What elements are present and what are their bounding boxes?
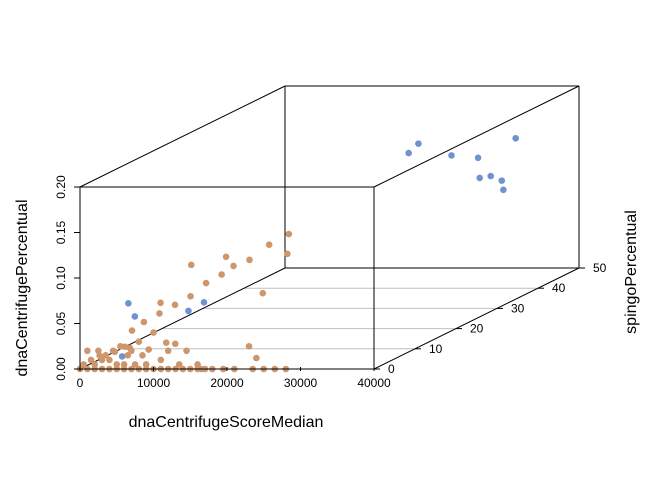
data-point-tan <box>128 327 136 334</box>
x-tick-label: 0 <box>77 376 84 390</box>
data-point-tan <box>102 352 110 359</box>
data-point-tan <box>113 361 121 368</box>
data-point-tan <box>246 256 253 264</box>
data-point-tan <box>139 352 146 359</box>
data-point-blue <box>512 134 519 142</box>
data-point-tan <box>145 346 152 353</box>
data-point-blue <box>131 313 139 320</box>
box-back-edges <box>79 85 580 370</box>
tick-marks <box>74 186 585 371</box>
z-tick-label: 0.20 <box>54 175 68 199</box>
data-point-tan <box>218 271 225 278</box>
data-point-tan <box>253 354 260 362</box>
box-edge <box>373 267 580 370</box>
y-tick-label: 20 <box>470 322 484 336</box>
data-point-blue <box>476 174 484 182</box>
data-point-tan <box>187 292 194 300</box>
data-point-tan <box>222 253 230 261</box>
data-point-tan <box>120 361 128 368</box>
z-tick-label: 0.15 <box>54 220 68 244</box>
data-point-blue <box>500 186 507 194</box>
data-point-tan <box>284 250 291 258</box>
box-edge <box>79 267 286 370</box>
data-point-blue <box>487 172 495 180</box>
y-axis-title: spingoPercentual <box>623 210 640 334</box>
y-tick-label: 40 <box>552 281 566 295</box>
data-point-tan <box>164 347 172 355</box>
data-point-tan <box>156 310 163 317</box>
data-point-tan <box>175 361 183 368</box>
y-tick-label: 0 <box>388 362 395 376</box>
data-point-tan <box>183 347 190 355</box>
z-tick-label: 0.10 <box>54 266 68 290</box>
data-point-tan <box>157 299 164 307</box>
x-axis-title: dnaCentrifugeScoreMedian <box>129 414 324 431</box>
data-point-tan <box>194 361 201 368</box>
data-point-blue <box>200 299 208 306</box>
data-point-tan <box>131 361 139 368</box>
data-point-blue <box>498 177 506 184</box>
y-tick-label: 50 <box>593 261 607 275</box>
data-point-tan <box>285 230 293 238</box>
box-edge <box>79 85 286 188</box>
x-tick-label: 20000 <box>210 376 244 390</box>
data-point-tan <box>142 361 150 368</box>
data-point-tan <box>91 361 98 368</box>
z-axis-title: dnaCentrifugePercentual <box>14 199 31 376</box>
z-tick-label: 0.00 <box>54 357 68 381</box>
box-edge <box>373 85 580 188</box>
z-tick-label: 0.05 <box>54 311 68 335</box>
x-tick-label: 30000 <box>284 376 318 390</box>
y-tick-label: 30 <box>511 301 525 315</box>
data-point-tan <box>259 289 267 297</box>
data-point-tan <box>106 356 113 364</box>
data-point-blue <box>185 307 192 315</box>
data-point-tan <box>111 348 119 356</box>
data-point-tan <box>245 342 253 350</box>
data-point-blue <box>415 140 422 147</box>
data-point-tan <box>171 340 179 348</box>
data-point-blue <box>405 149 412 157</box>
data-point-tan <box>187 261 195 269</box>
data-point-tan <box>171 301 179 309</box>
box-front-edges <box>79 85 580 370</box>
grid-lines <box>121 287 538 350</box>
data-point-tan <box>140 318 148 326</box>
data-point-tan <box>84 347 91 355</box>
data-point-tan <box>202 279 210 287</box>
data-points <box>76 134 519 373</box>
y-tick-label: 10 <box>429 342 443 356</box>
data-point-blue <box>125 300 132 307</box>
data-point-tan <box>80 361 87 368</box>
data-point-tan <box>162 339 170 347</box>
data-point-tan <box>150 329 157 336</box>
data-point-blue <box>448 152 455 159</box>
data-point-tan <box>135 338 143 346</box>
data-point-tan <box>121 343 129 351</box>
data-point-tan <box>126 344 134 352</box>
data-point-tan <box>124 352 132 359</box>
data-point-tan <box>230 262 237 270</box>
tick-labels: 0 10000 20000 30000 40000 0.00 0.05 0.10 0.15 0.2… <box>54 175 607 390</box>
data-point-tan <box>157 356 165 364</box>
data-point-blue <box>474 154 482 162</box>
x-tick-label: 40000 <box>357 376 391 390</box>
data-point-tan <box>265 241 273 248</box>
data-point-blue <box>118 353 126 360</box>
x-tick-label: 10000 <box>137 376 171 390</box>
data-point-tan <box>96 352 103 359</box>
data-point-tan <box>87 356 95 364</box>
